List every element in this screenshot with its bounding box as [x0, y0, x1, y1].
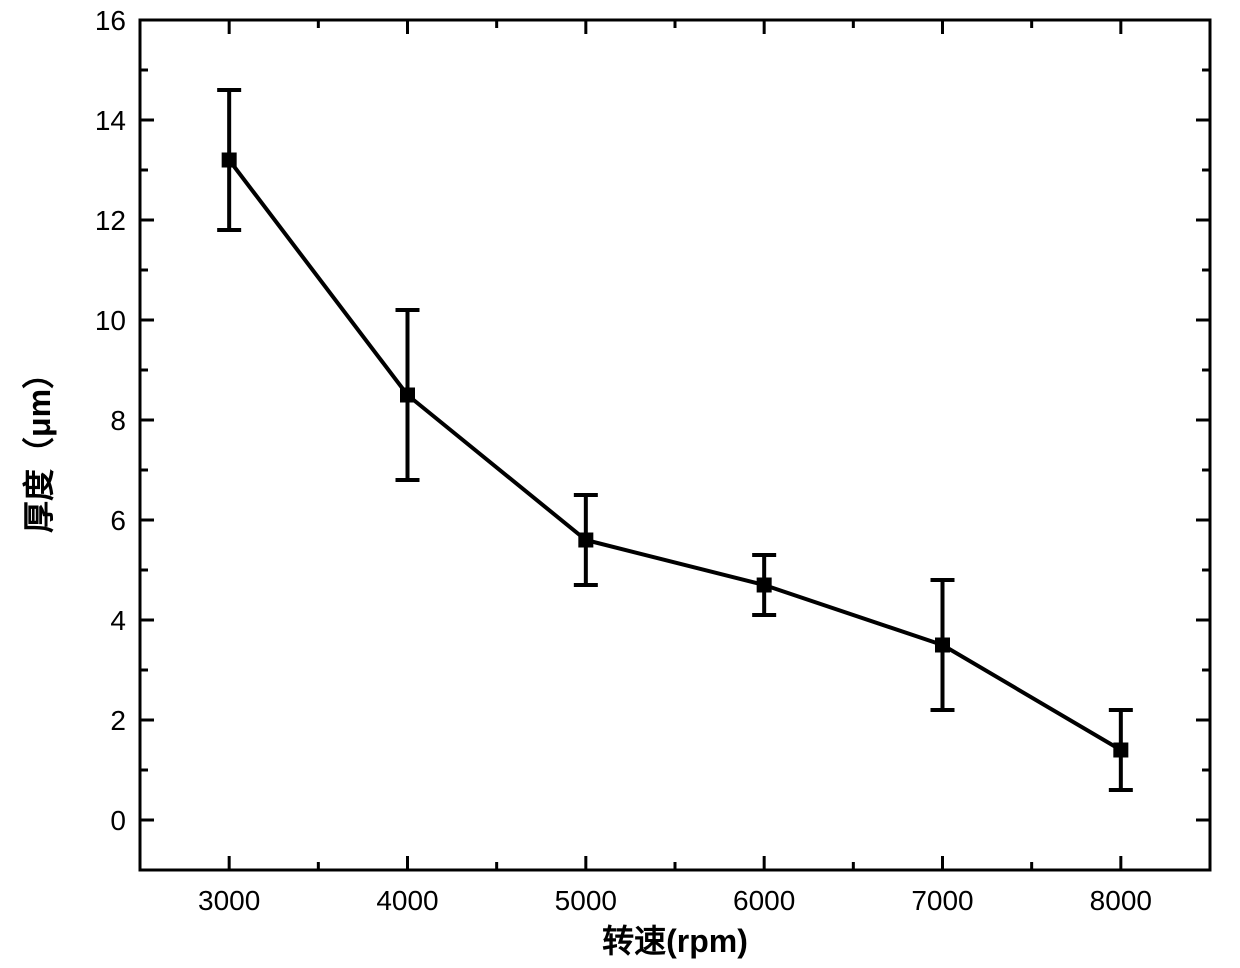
- data-point-marker: [936, 638, 950, 652]
- chart-svg: 3000 4000 5000 6000 7000 8000 0 2 4 6 8 10 12 14 16 转速(…: [0, 0, 1240, 968]
- y-tick-label: 4: [110, 605, 126, 636]
- y-tick-label: 6: [110, 505, 126, 536]
- thickness-vs-rpm-chart: 3000 4000 5000 6000 7000 8000 0 2 4 6 8 10 12 14 16 转速(…: [0, 0, 1240, 968]
- y-tick-label: 0: [110, 805, 126, 836]
- x-tick-label: 5000: [555, 885, 617, 916]
- y-tick-label: 14: [95, 105, 126, 136]
- y-tick-label: 12: [95, 205, 126, 236]
- x-tick-label: 3000: [198, 885, 260, 916]
- x-tick-label: 7000: [911, 885, 973, 916]
- x-tick-label: 6000: [733, 885, 795, 916]
- y-tick-label: 16: [95, 5, 126, 36]
- data-point-marker: [757, 578, 771, 592]
- x-tick-label: 4000: [376, 885, 438, 916]
- x-axis-label: 转速(rpm): [602, 923, 748, 959]
- data-point-marker: [401, 388, 415, 402]
- y-tick-label: 2: [110, 705, 126, 736]
- y-tick-label: 10: [95, 305, 126, 336]
- y-tick-label: 8: [110, 405, 126, 436]
- x-tick-label: 8000: [1090, 885, 1152, 916]
- data-point-marker: [222, 153, 236, 167]
- data-point-marker: [579, 533, 593, 547]
- data-point-marker: [1114, 743, 1128, 757]
- y-axis-label: 厚度（μm）: [21, 357, 57, 533]
